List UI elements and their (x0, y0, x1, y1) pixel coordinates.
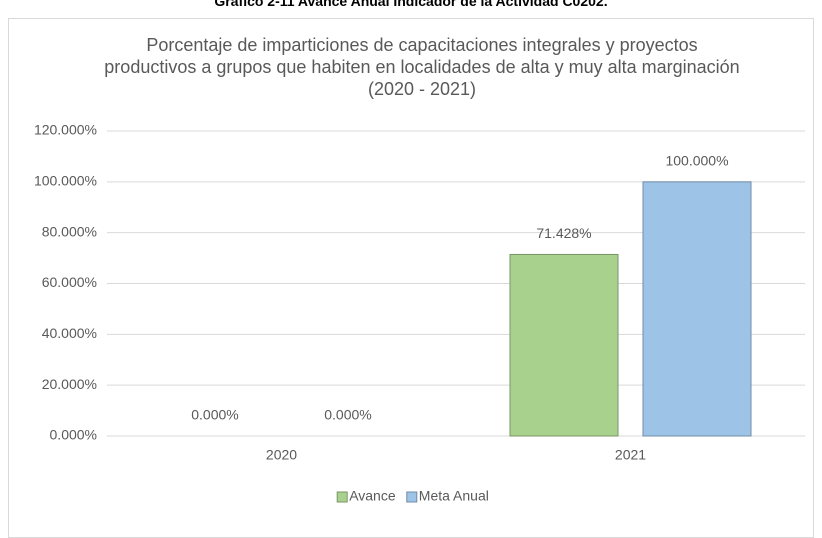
bar (509, 253, 619, 437)
chart-title: Porcentaje de imparticiones de capacitac… (104, 35, 740, 99)
legend-swatch (336, 491, 348, 503)
bar (642, 181, 752, 437)
x-tick-label: 2020 (266, 447, 297, 463)
value-label: 0.000% (324, 407, 371, 423)
page: Gráfico 2-11 Avance Anual Indicador de l… (8, 0, 814, 538)
chart: 0.000% 20.000% 40.000% 60.000% 80.000% 100.00… (34, 122, 805, 504)
y-tick-label: 20.000% (42, 376, 97, 392)
legend-label: Meta Anual (419, 488, 489, 504)
value-label: 71.428% (536, 225, 591, 241)
legend-label: Avance (349, 488, 396, 504)
y-tick-label: 100.000% (34, 173, 97, 189)
value-label: 0.000% (191, 407, 238, 423)
y-tick-label: 0.000% (50, 427, 97, 443)
heading: Gráfico 2-11 Avance Anual Indicador de l… (214, 0, 608, 9)
value-label: 100.000% (665, 153, 728, 169)
y-tick-label: 40.000% (42, 325, 97, 341)
y-tick-label: 120.000% (34, 122, 97, 138)
y-tick-label: 80.000% (42, 223, 97, 239)
legend-swatch (406, 491, 418, 503)
y-tick-label: 60.000% (42, 274, 97, 290)
x-tick-label: 2021 (615, 447, 646, 463)
